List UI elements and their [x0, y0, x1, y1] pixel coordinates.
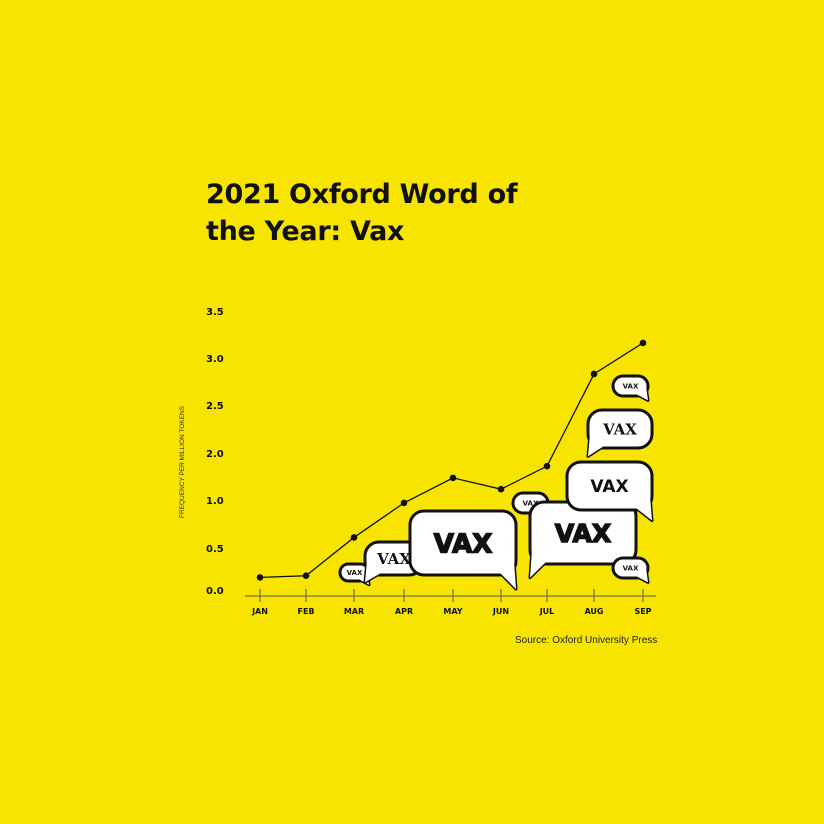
speech-bubble: VAX — [611, 556, 650, 584]
data-point — [302, 572, 310, 580]
x-tick-label: JUN — [492, 607, 509, 616]
speech-bubble: VAX — [586, 408, 654, 458]
y-tick-label: 1.0 — [206, 496, 224, 507]
bubble-word: VAX — [623, 383, 639, 391]
x-tick-label: SEP — [634, 607, 651, 616]
x-tick-label: AUG — [584, 607, 603, 616]
x-tick-label: JAN — [251, 607, 268, 616]
bubble-word: VAX — [555, 519, 611, 548]
data-point — [449, 474, 457, 482]
speech-bubble: VAX — [528, 500, 638, 580]
y-axis-label: FREQUENCY PER MILLION TOKENS — [179, 405, 186, 518]
y-tick-label: 0.0 — [206, 586, 224, 597]
speech-bubble: VAX — [408, 509, 518, 591]
x-tick-label: FEB — [297, 607, 314, 616]
data-point — [639, 339, 647, 347]
source-note: Source: Oxford University Press — [515, 635, 658, 646]
speech-bubble: VAX — [565, 460, 654, 523]
bubble-word: VAX — [376, 550, 411, 568]
x-tick-label: APR — [395, 607, 413, 616]
bubble-word: VAX — [347, 569, 363, 577]
data-point — [256, 574, 264, 581]
speech-bubble: VAX — [611, 374, 650, 402]
data-point — [350, 534, 358, 541]
y-tick-label: 0.5 — [206, 544, 224, 555]
title-line-1: 2021 Oxford Word of — [206, 179, 518, 210]
title-line-2: the Year: Vax — [206, 216, 405, 247]
y-tick-label: 2.5 — [206, 401, 224, 412]
x-tick-label: MAR — [344, 607, 364, 616]
x-tick-label: JUL — [539, 607, 555, 616]
bubble-word: VAX — [590, 477, 628, 497]
x-tick-label: MAY — [443, 607, 462, 616]
bubble-word: VAX — [523, 500, 539, 508]
data-point — [400, 499, 408, 507]
y-tick-label: 3.5 — [206, 307, 224, 318]
data-point — [497, 485, 505, 493]
y-tick-label: 3.0 — [206, 354, 224, 365]
bubble-word: VAX — [434, 529, 493, 559]
data-point — [543, 462, 551, 470]
data-point — [590, 370, 598, 378]
bubble-word: VAX — [623, 565, 639, 573]
vax-speech-bubbles: VAX VAX VAX VAX VAX VAX VAX VAX VAX — [338, 374, 654, 591]
bubble-word: VAX — [602, 420, 637, 438]
chart-title: 2021 Oxford Word of the Year: Vax — [206, 176, 518, 250]
y-tick-label: 2.0 — [206, 449, 224, 460]
